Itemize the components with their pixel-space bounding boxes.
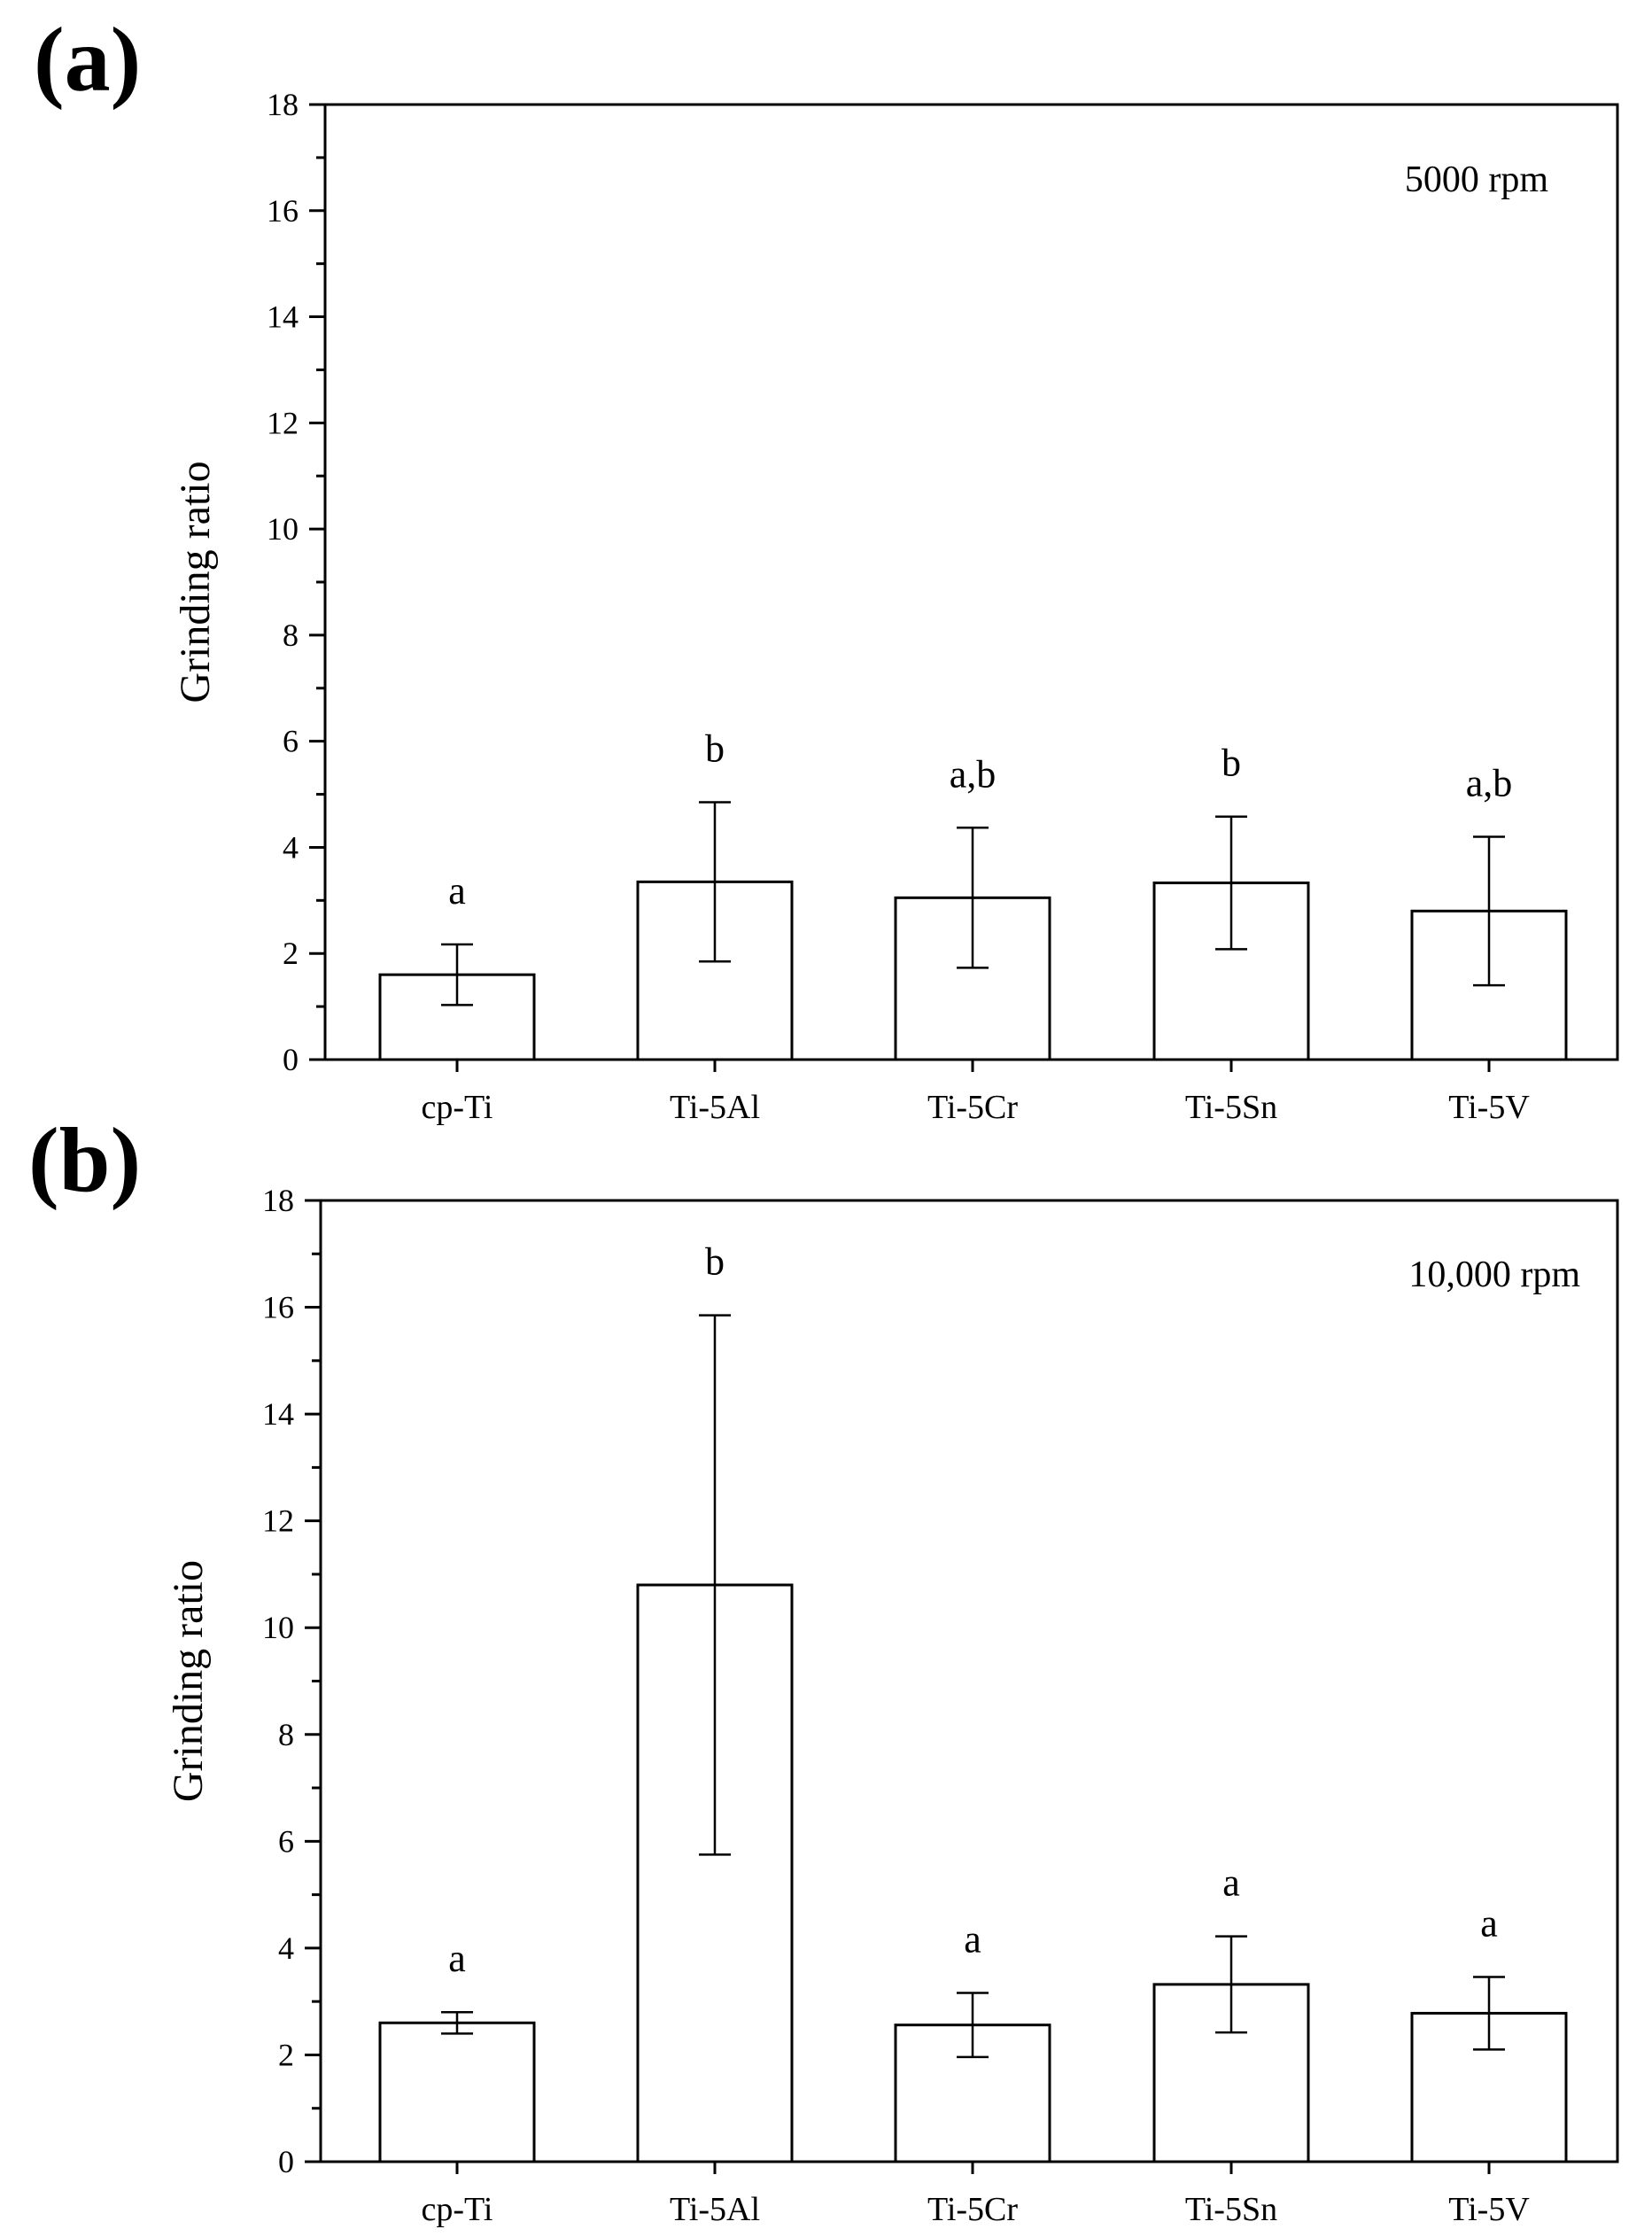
significance-label: a [448, 1937, 466, 1980]
significance-label: b [705, 727, 725, 771]
x-tick-label: cp-Ti [422, 2191, 493, 2228]
bar-cp-ti [378, 2021, 536, 2163]
x-tick-label: Ti-5Al [670, 1089, 760, 1126]
y-tick-label: 6 [283, 724, 299, 759]
significance-label: b [705, 1240, 725, 1284]
panel-label: (a) [34, 9, 141, 111]
rpm-annotation: 5000 rpm [1405, 159, 1548, 200]
y-tick-label: 4 [283, 829, 299, 865]
chart-panel-b: (b) 0 2 4 6 8 10 12 14 16 18 Grinding ratio 10,000 r… [28, 1109, 1619, 2228]
significance-label: a,b [1466, 761, 1513, 804]
y-tick-label: 14 [262, 1396, 294, 1432]
y-tick-label: 18 [267, 87, 299, 122]
x-tick-label: cp-Ti [422, 1089, 493, 1126]
y-tick-label: 2 [283, 936, 299, 971]
chart-panel-a: (a) 0 2 4 6 8 10 12 14 16 18 Grinding ratio 5000 rpm… [34, 9, 1619, 1126]
x-tick-label: Ti-5V [1448, 1089, 1530, 1126]
significance-label: b [1222, 742, 1241, 785]
y-tick-label: 18 [262, 1183, 294, 1218]
y-tick-label: 4 [278, 1930, 294, 1966]
x-tick-label: Ti-5Sn [1185, 1089, 1277, 1126]
x-tick-label: Ti-5Al [670, 2191, 760, 2228]
significance-label: a [448, 869, 466, 913]
significance-label: a [964, 1918, 981, 1961]
y-tick-label: 0 [278, 2144, 294, 2179]
y-axis-label: Grinding ratio [165, 1560, 212, 1802]
rpm-annotation: 10,000 rpm [1408, 1254, 1580, 1295]
y-tick-label: 14 [267, 299, 299, 335]
y-tick-label: 10 [267, 511, 299, 547]
y-tick-label: 0 [283, 1042, 299, 1077]
significance-label: a [1480, 1901, 1498, 1945]
significance-label: a [1222, 1861, 1240, 1905]
y-tick-label: 12 [267, 405, 299, 440]
y-axis-label: Grinding ratio [172, 461, 219, 703]
y-tick-label: 16 [262, 1290, 294, 1325]
y-tick-label: 2 [278, 2037, 294, 2072]
y-tick-label: 8 [278, 1717, 294, 1752]
x-tick-label: Ti-5Sn [1185, 2191, 1277, 2228]
x-tick-label: Ti-5Cr [927, 1089, 1018, 1126]
significance-label: a,b [950, 752, 997, 796]
y-tick-label: 6 [278, 1823, 294, 1859]
x-tick-label: Ti-5V [1448, 2191, 1530, 2228]
y-tick-label: 10 [262, 1610, 294, 1645]
y-tick-label: 16 [267, 193, 299, 229]
y-tick-label: 8 [283, 618, 299, 653]
panel-label: (b) [28, 1109, 141, 1211]
x-tick-label: Ti-5Cr [927, 2191, 1018, 2228]
y-tick-label: 12 [262, 1503, 294, 1539]
